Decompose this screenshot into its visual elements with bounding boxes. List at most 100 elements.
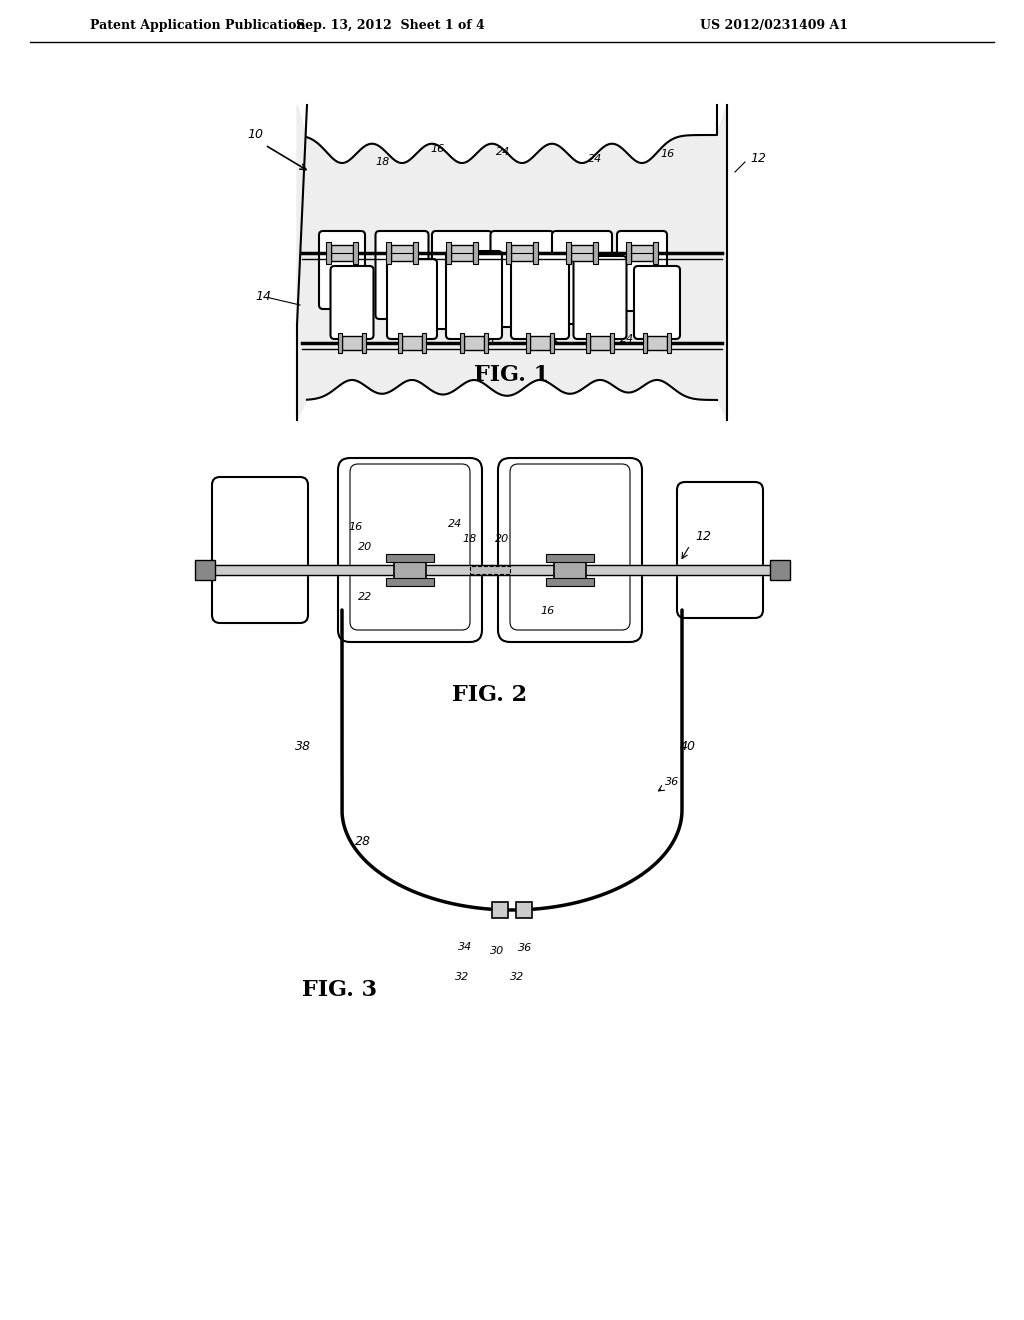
Bar	[643, 333, 647, 352]
Bar	[653, 242, 658, 264]
Text: 18: 18	[375, 157, 389, 168]
Text: 34: 34	[458, 942, 472, 952]
Text: 22: 22	[358, 591, 373, 602]
Bar	[571, 246, 593, 261]
Bar	[413, 242, 418, 264]
Text: FIG. 1: FIG. 1	[474, 364, 550, 385]
FancyBboxPatch shape	[511, 253, 569, 339]
Text: 24: 24	[496, 147, 510, 157]
Bar	[554, 558, 586, 582]
Bar	[626, 242, 631, 264]
Text: 28: 28	[355, 836, 371, 847]
FancyBboxPatch shape	[490, 231, 554, 327]
Text: 18: 18	[340, 327, 354, 337]
Bar	[586, 333, 590, 352]
Bar	[516, 902, 532, 917]
Bar	[667, 333, 671, 352]
Bar	[546, 578, 594, 586]
Polygon shape	[297, 325, 727, 420]
Text: 12: 12	[695, 531, 711, 543]
Text: 24: 24	[545, 337, 559, 346]
Text: 36: 36	[518, 942, 532, 953]
Bar	[770, 560, 790, 579]
Bar	[566, 242, 571, 264]
Bar	[386, 554, 434, 562]
FancyBboxPatch shape	[677, 482, 763, 618]
Bar	[451, 246, 473, 261]
Text: 20: 20	[495, 535, 509, 544]
Bar	[492, 902, 508, 917]
Text: 20: 20	[358, 543, 373, 552]
FancyBboxPatch shape	[319, 231, 365, 309]
FancyBboxPatch shape	[573, 256, 627, 339]
Bar	[386, 578, 434, 586]
FancyBboxPatch shape	[498, 458, 642, 642]
Bar	[460, 333, 464, 352]
FancyBboxPatch shape	[446, 251, 502, 339]
Text: 12: 12	[750, 152, 766, 165]
Text: 10: 10	[247, 128, 263, 141]
FancyBboxPatch shape	[617, 231, 667, 312]
Text: 16: 16	[480, 337, 495, 346]
Bar	[398, 333, 402, 352]
Bar	[511, 246, 534, 261]
Bar	[506, 242, 511, 264]
Bar	[526, 333, 530, 352]
Text: 16: 16	[430, 144, 444, 154]
Bar	[610, 333, 614, 352]
Text: 36: 36	[665, 777, 679, 787]
Bar	[362, 333, 366, 352]
FancyBboxPatch shape	[212, 477, 308, 623]
Text: FIG. 3: FIG. 3	[302, 979, 378, 1001]
Text: 16: 16	[348, 521, 362, 532]
Text: Patent Application Publication: Patent Application Publication	[90, 18, 305, 32]
Text: 24: 24	[620, 334, 634, 345]
FancyBboxPatch shape	[338, 458, 482, 642]
Bar	[473, 242, 478, 264]
FancyBboxPatch shape	[331, 267, 374, 339]
Bar	[331, 246, 353, 261]
Bar	[391, 246, 413, 261]
FancyBboxPatch shape	[634, 267, 680, 339]
Text: 16: 16	[540, 606, 554, 616]
Text: 24: 24	[449, 519, 462, 529]
Text: 40: 40	[680, 741, 696, 752]
Bar	[464, 337, 484, 350]
Bar	[631, 246, 653, 261]
Bar	[590, 337, 610, 350]
FancyBboxPatch shape	[387, 259, 437, 339]
Text: US 2012/0231409 A1: US 2012/0231409 A1	[700, 18, 848, 32]
Bar	[326, 242, 331, 264]
Bar	[422, 333, 426, 352]
Bar	[550, 333, 554, 352]
Bar	[353, 242, 358, 264]
Text: Sep. 13, 2012  Sheet 1 of 4: Sep. 13, 2012 Sheet 1 of 4	[296, 18, 484, 32]
Bar	[338, 333, 342, 352]
FancyBboxPatch shape	[376, 231, 428, 319]
Text: 32: 32	[455, 972, 469, 982]
Bar	[386, 242, 391, 264]
Text: 32: 32	[510, 972, 524, 982]
Bar	[530, 337, 550, 350]
Bar	[484, 333, 488, 352]
Text: 24: 24	[415, 333, 429, 342]
Text: 14: 14	[255, 290, 271, 304]
Bar	[593, 242, 598, 264]
Text: 18: 18	[462, 535, 476, 544]
Bar	[394, 558, 426, 582]
Bar	[342, 337, 362, 350]
Bar	[647, 337, 667, 350]
Bar	[470, 566, 510, 574]
FancyBboxPatch shape	[552, 231, 612, 323]
Bar	[446, 242, 451, 264]
Text: 30: 30	[490, 946, 504, 956]
Text: 38: 38	[295, 741, 311, 752]
Bar	[534, 242, 538, 264]
Bar	[195, 560, 215, 579]
Text: 16: 16	[660, 149, 674, 158]
FancyBboxPatch shape	[432, 231, 492, 329]
Text: 24: 24	[588, 154, 602, 164]
Text: FIG. 2: FIG. 2	[453, 684, 527, 706]
Bar	[546, 554, 594, 562]
Bar	[402, 337, 422, 350]
